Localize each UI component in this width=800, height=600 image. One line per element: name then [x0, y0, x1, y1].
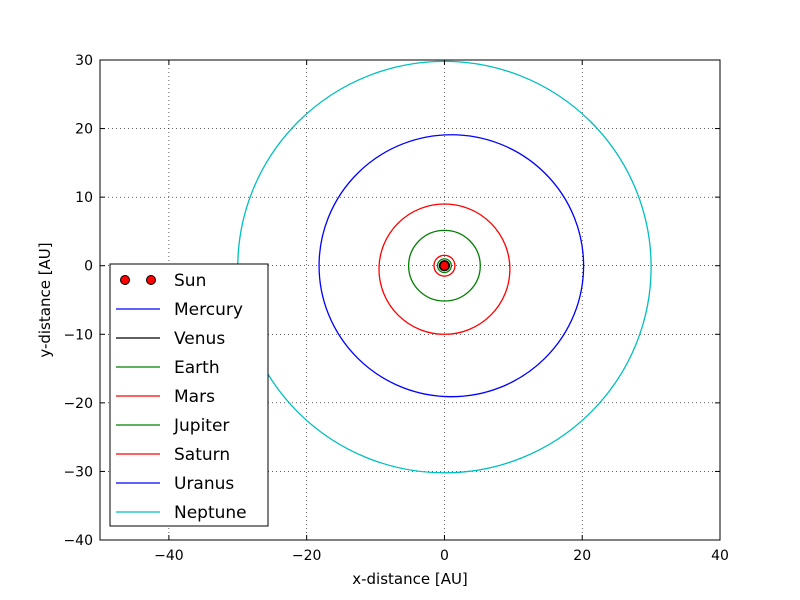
legend-sun-marker [146, 275, 156, 285]
legend-label-earth: Earth [174, 358, 220, 378]
x-tick-label: −20 [292, 548, 322, 564]
y-tick-label: −20 [63, 396, 93, 412]
legend: Sun Mercury Venus Earth Mars Jupiter Saturn Ura… [109, 263, 269, 527]
legend-label-jupiter: Jupiter [173, 416, 229, 436]
x-tick-label: −40 [154, 548, 184, 564]
legend-label-venus: Venus [174, 329, 225, 349]
orbit-mars [433, 254, 456, 277]
x-tick-label: 20 [573, 548, 591, 564]
orbit-saturn [378, 203, 511, 335]
sun-marker [439, 260, 450, 271]
plot-frame [99, 59, 721, 541]
legend-label-uranus: Uranus [174, 474, 234, 494]
y-tick-label: 20 [75, 122, 93, 138]
legend-label-sun: Sun [174, 271, 206, 291]
x-tick-label: 0 [440, 548, 449, 564]
y-tick-label: −10 [63, 327, 93, 343]
legend-label-mercury: Mercury [174, 300, 243, 320]
y-tick-label: −40 [63, 533, 93, 549]
orbit-jupiter [407, 229, 481, 302]
grid [100, 59, 721, 541]
axis-ticks: −40 −20 0 20 40 −40 −30 −20 −10 0 10 20 30 [63, 53, 728, 564]
y-tick-label: −30 [63, 464, 93, 480]
x-axis-title: x-distance [AU] [352, 570, 468, 588]
orbit-earth [436, 258, 452, 274]
y-axis-title: y-distance [AU] [36, 242, 54, 357]
legend-sun-marker [120, 275, 130, 285]
y-tick-label: 30 [75, 53, 93, 69]
orbit-uranus [318, 134, 585, 398]
y-tick-label: 10 [75, 190, 93, 206]
x-tick-label: 40 [711, 548, 729, 564]
y-tick-label: 0 [84, 259, 93, 275]
legend-label-mars: Mars [174, 387, 215, 407]
legend-label-saturn: Saturn [174, 445, 230, 465]
legend-label-neptune: Neptune [174, 503, 247, 523]
legend-box [109, 263, 269, 527]
